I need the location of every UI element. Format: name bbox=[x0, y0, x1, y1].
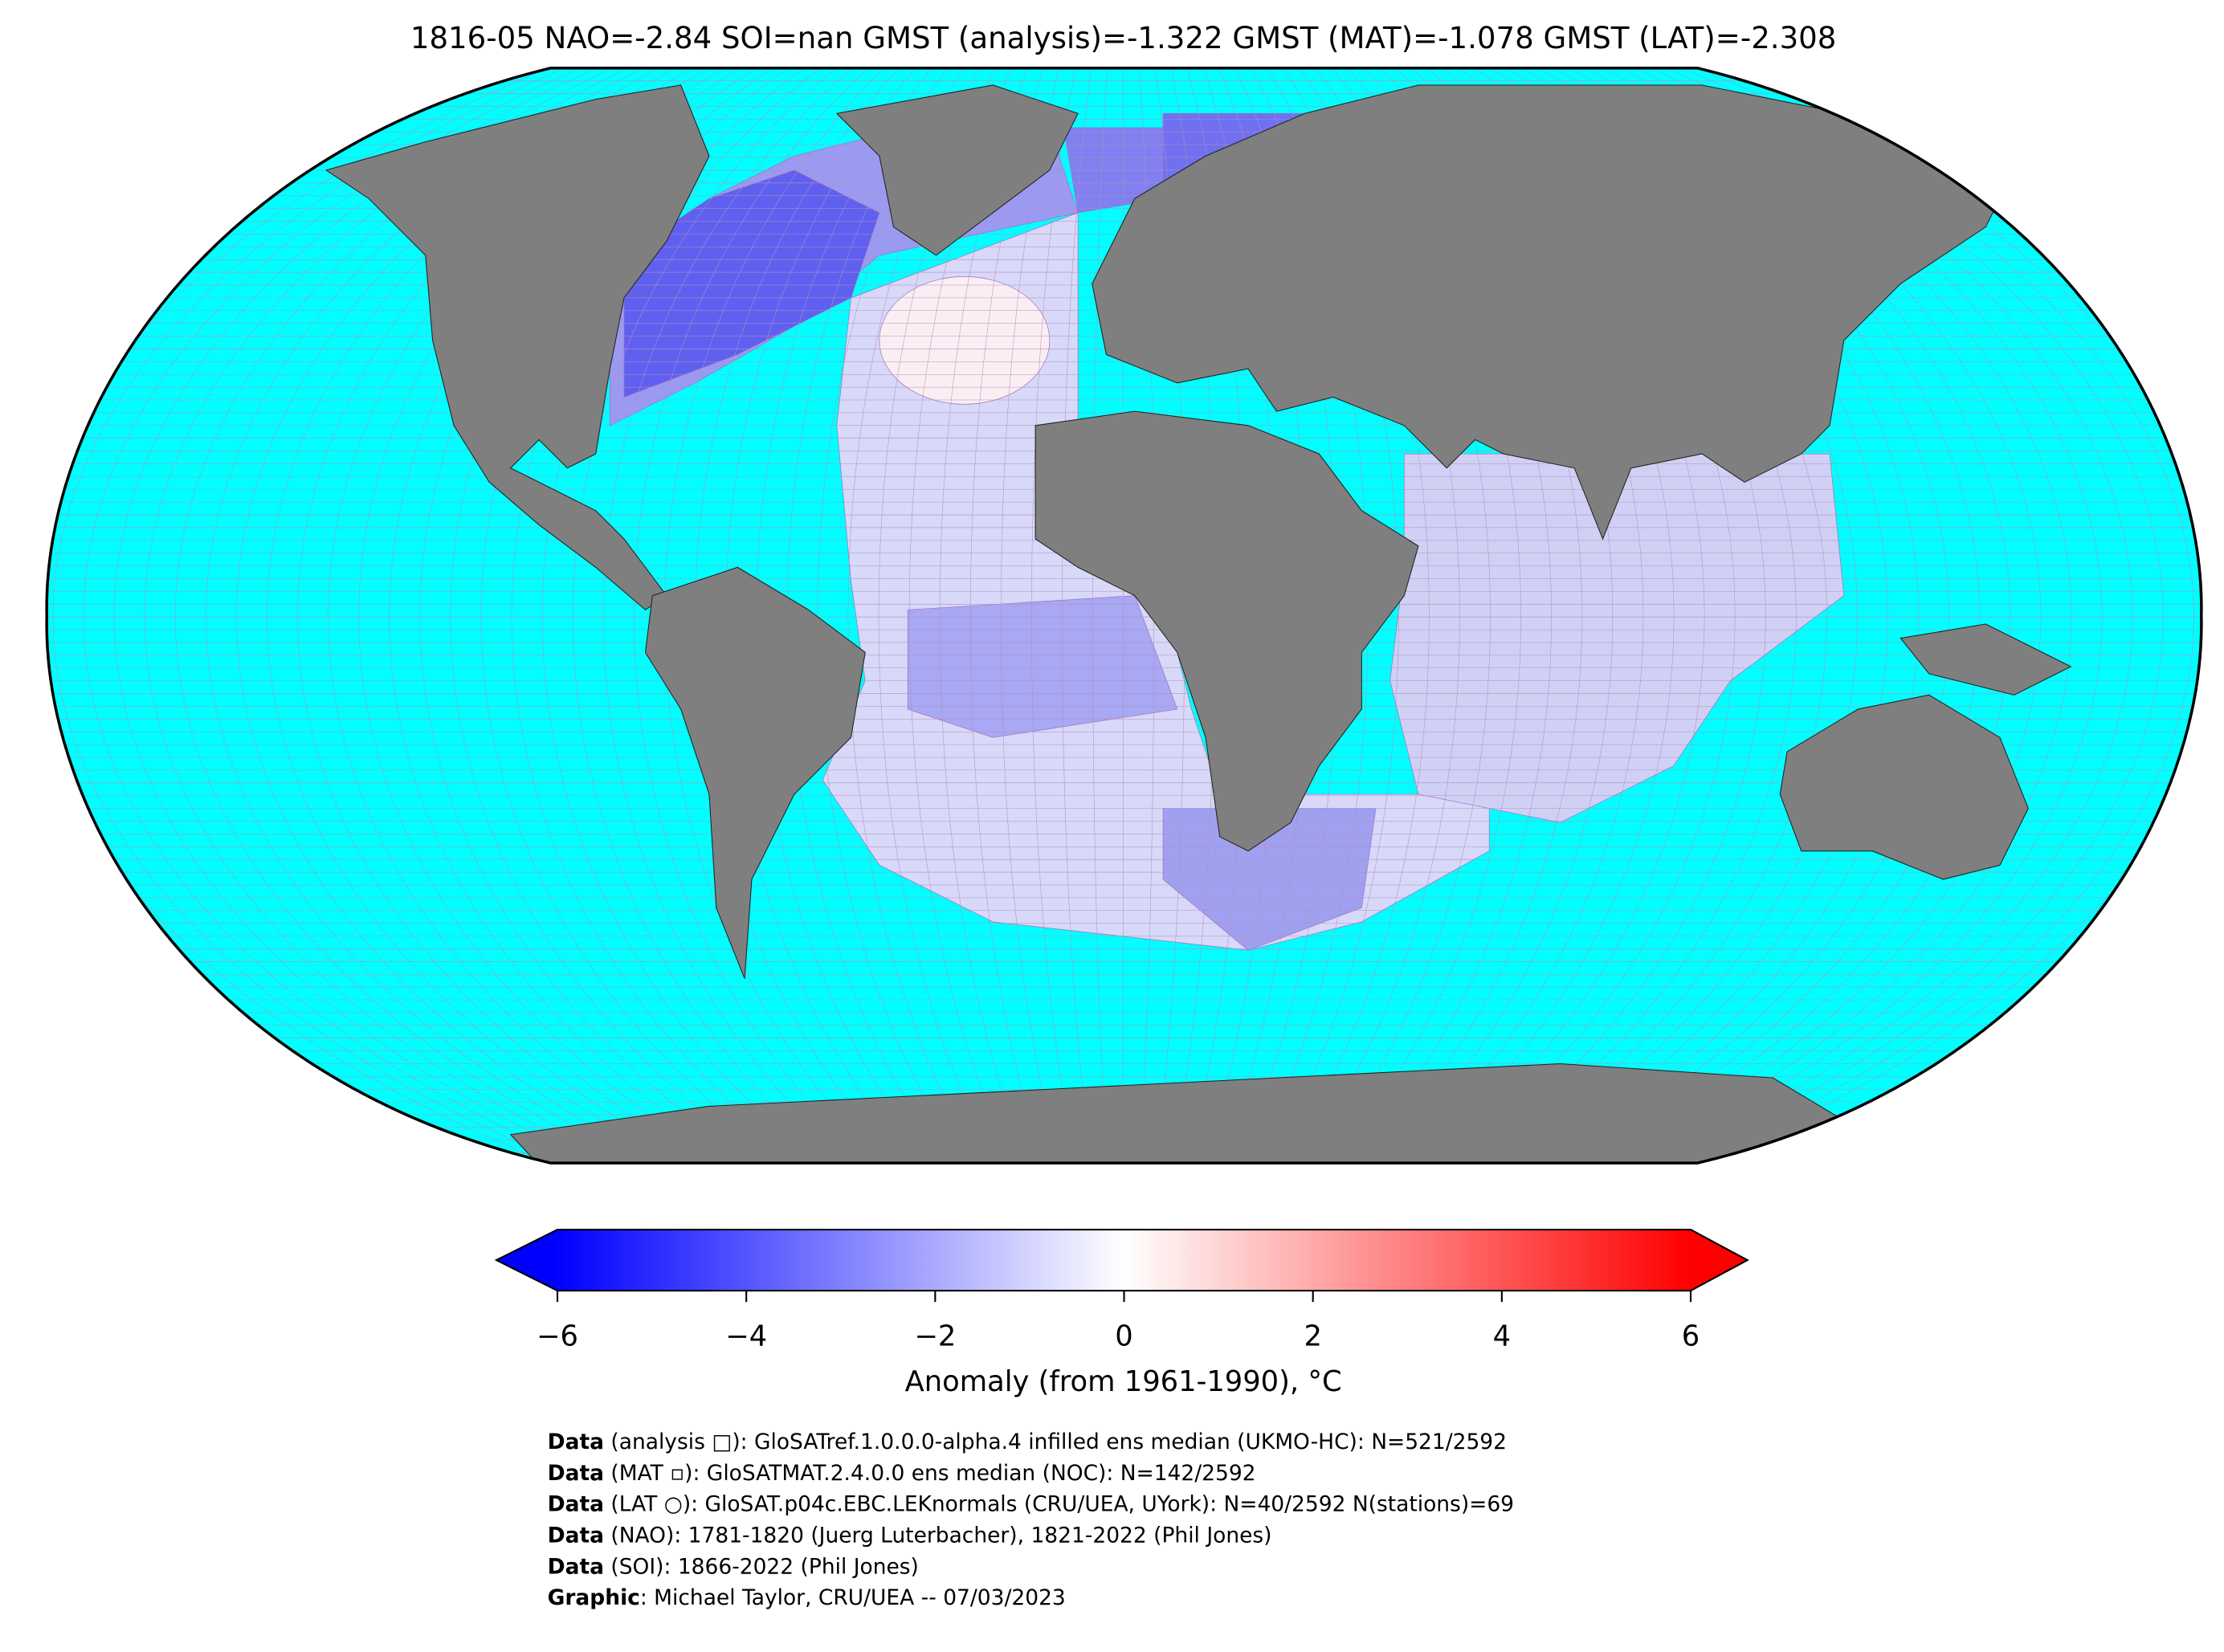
credits: Data (analysis □): GloSATref.1.0.0.0-alp… bbox=[548, 1429, 1514, 1609]
colorbar-tick-label: 2 bbox=[1304, 1320, 1321, 1352]
colorbar-tick-label: 6 bbox=[1682, 1320, 1700, 1352]
credit-line: Data (MAT ▫): GloSATMAT.2.4.0.0 ens medi… bbox=[548, 1460, 1256, 1485]
credit-bold: Data bbox=[548, 1429, 604, 1454]
credit-bold: Data bbox=[548, 1491, 604, 1516]
map bbox=[45, 67, 2203, 1165]
colorbar-gradient bbox=[557, 1230, 1691, 1291]
credit-bold: Data bbox=[548, 1523, 604, 1548]
credit-line: Data (NAO): 1781-1820 (Juerg Luterbacher… bbox=[548, 1523, 1272, 1548]
credit-text: (LAT ○): GloSAT.p04c.EBC.LEKnormals (CRU… bbox=[604, 1491, 1514, 1516]
credit-text: (MAT ▫): GloSATMAT.2.4.0.0 ens median (N… bbox=[604, 1460, 1255, 1485]
credit-bold: Data bbox=[548, 1554, 604, 1579]
credit-line: Data (analysis □): GloSATref.1.0.0.0-alp… bbox=[548, 1429, 1507, 1454]
credit-text: (SOI): 1866-2022 (Phil Jones) bbox=[604, 1554, 919, 1579]
colorbar-tick-label: −2 bbox=[914, 1320, 956, 1352]
colorbar-tick-label: −4 bbox=[725, 1320, 767, 1352]
credit-text: (NAO): 1781-1820 (Juerg Luterbacher), 18… bbox=[604, 1523, 1272, 1548]
credit-line: Graphic: Michael Taylor, CRU/UEA -- 07/0… bbox=[548, 1585, 1066, 1610]
colorbar-extend-high bbox=[1691, 1230, 1748, 1291]
map-border bbox=[45, 67, 2203, 1165]
colorbar: −6 −4 −2 0 2 4 6 bbox=[494, 1229, 1749, 1352]
credit-bold: Graphic bbox=[548, 1585, 640, 1610]
continents bbox=[324, 84, 2072, 1164]
credit-bold: Data bbox=[548, 1460, 604, 1485]
credit-line: Data (SOI): 1866-2022 (Phil Jones) bbox=[548, 1554, 919, 1579]
colorbar-tick-label: 4 bbox=[1493, 1320, 1511, 1352]
credit-text: : Michael Taylor, CRU/UEA -- 07/03/2023 bbox=[640, 1585, 1066, 1610]
title: 1816-05 NAO=-2.84 SOI=nan GMST (analysis… bbox=[410, 21, 1836, 55]
credit-text: (analysis □): GloSATref.1.0.0.0-alpha.4 … bbox=[604, 1429, 1507, 1454]
colorbar-tick-label: −6 bbox=[537, 1320, 578, 1352]
colorbar-extend-low bbox=[496, 1230, 558, 1291]
colorbar-tick-label: 0 bbox=[1115, 1320, 1132, 1352]
colorbar-label: Anomaly (from 1961-1990), °C bbox=[905, 1365, 1342, 1398]
credit-line: Data (LAT ○): GloSAT.p04c.EBC.LEKnormals… bbox=[548, 1491, 1514, 1516]
